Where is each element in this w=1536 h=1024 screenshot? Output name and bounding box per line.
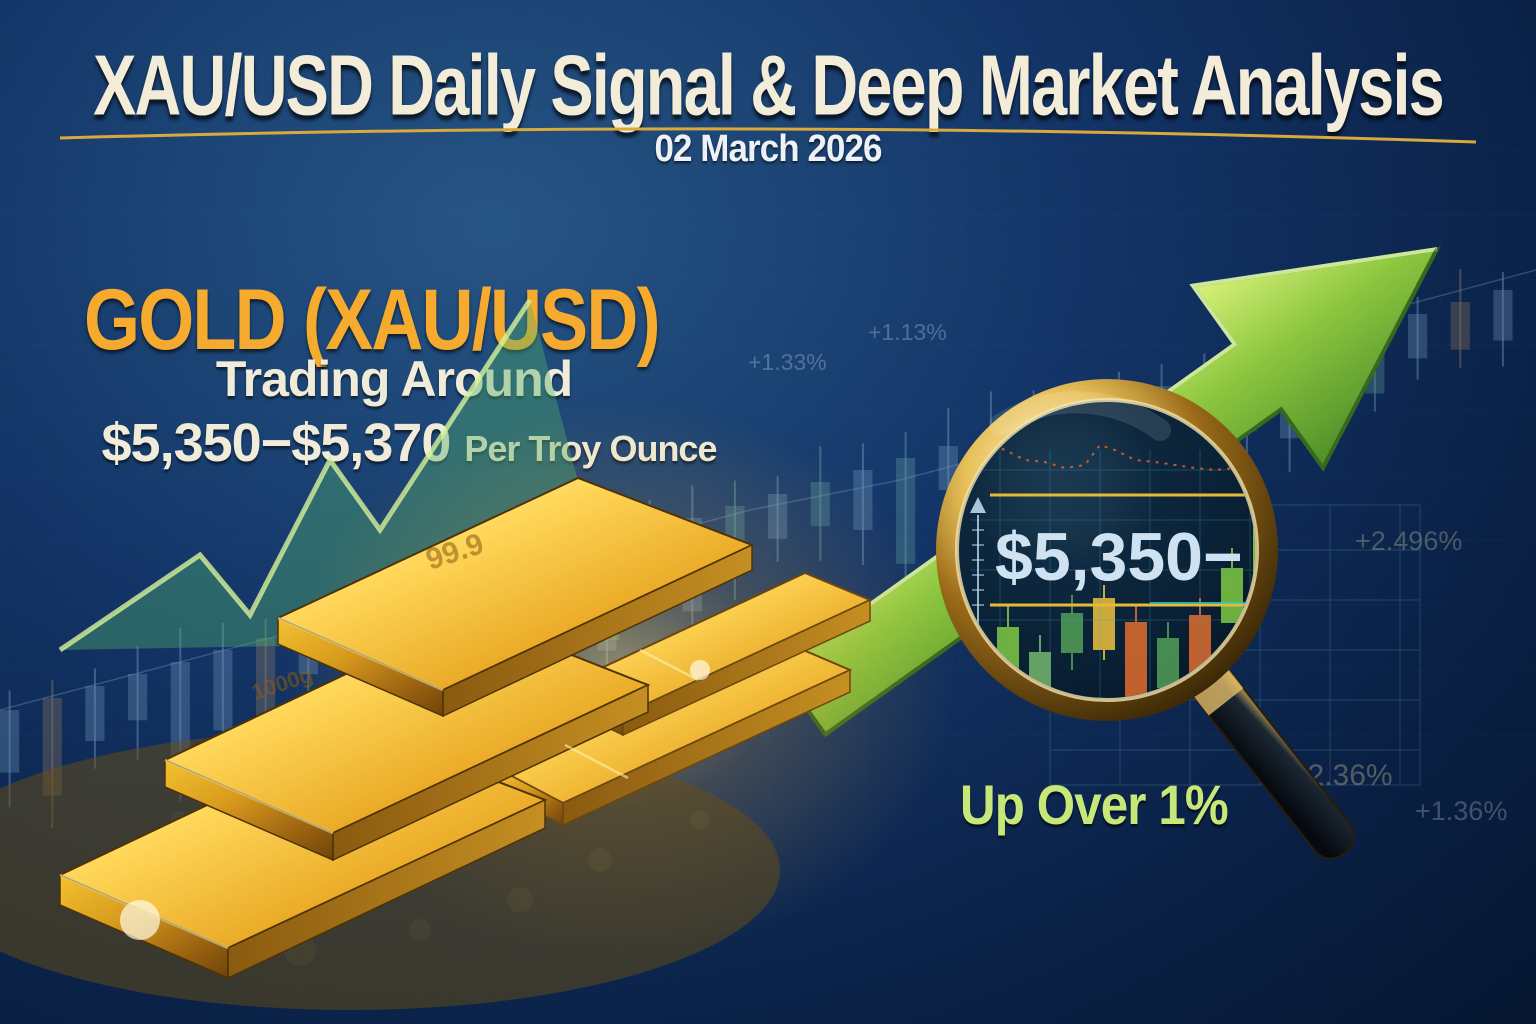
svg-text:+1.13%: +1.13% bbox=[868, 319, 947, 345]
svg-text:+1.33%: +1.33% bbox=[748, 349, 827, 375]
svg-text:$5,350−: $5,350− bbox=[995, 519, 1243, 595]
svg-text:+1.36%: +1.36% bbox=[1415, 796, 1507, 826]
svg-text:+2.496%: +2.496% bbox=[1355, 526, 1462, 556]
